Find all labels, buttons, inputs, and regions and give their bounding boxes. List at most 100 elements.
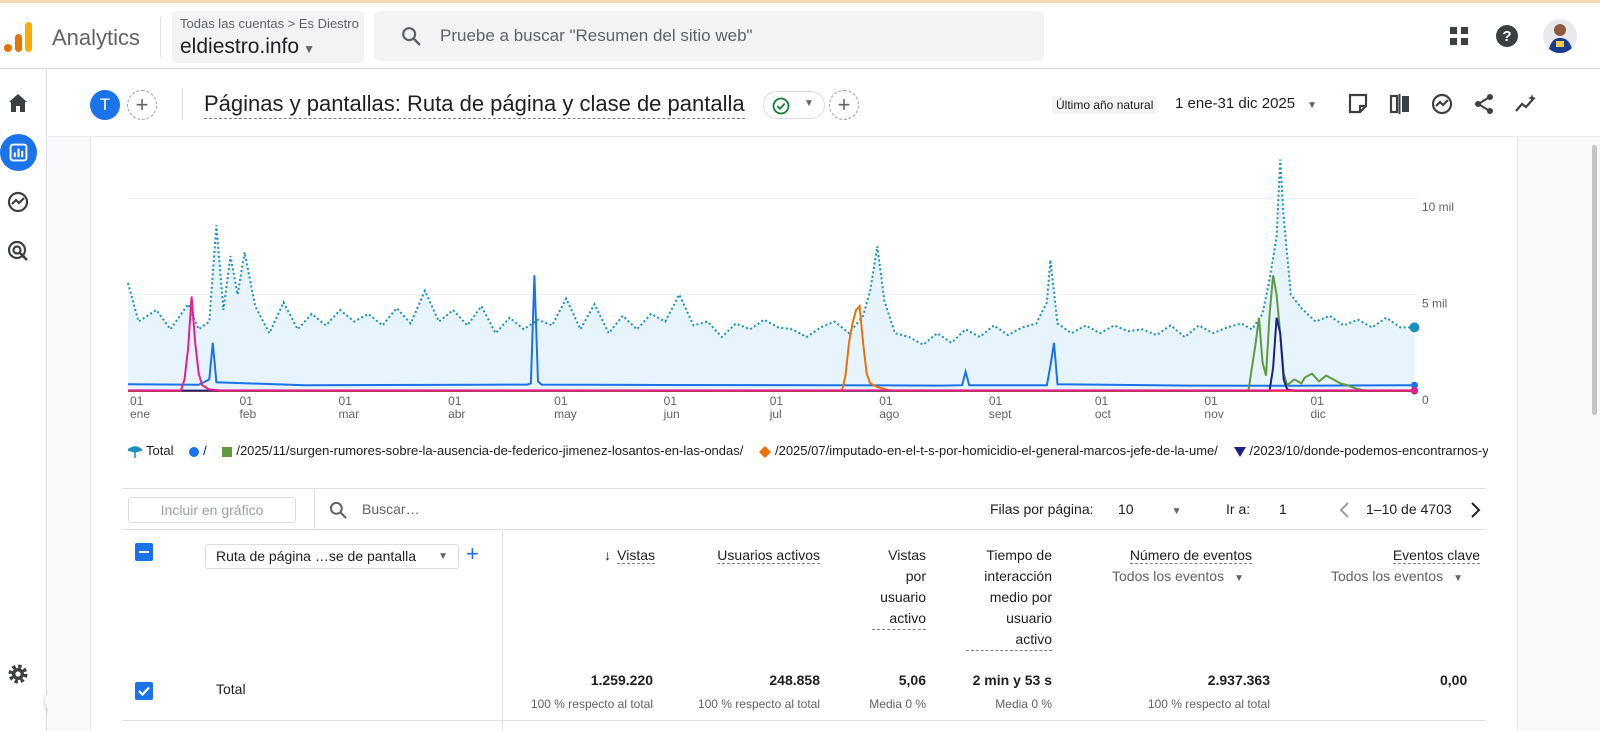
date-preset-chip[interactable]: Último año natural [1052, 96, 1158, 114]
series-endpoint-1 [1410, 381, 1418, 389]
column-label: Vistas [617, 547, 655, 564]
table-row-divider [122, 720, 1486, 721]
legend-label: Total [146, 443, 174, 458]
compare-columns-icon[interactable] [1388, 92, 1412, 116]
legend-label: /2025/07/imputado-en-el-t-s-por-homicidi… [774, 443, 1218, 458]
add-report-button[interactable]: + [829, 90, 859, 120]
reports-icon [9, 143, 28, 162]
series-line-2 [128, 275, 1415, 392]
total-row-checkbox[interactable] [135, 682, 153, 700]
legend-label: / [203, 443, 207, 458]
date-range-label: 1 ene-31 dic 2025 [1175, 95, 1296, 112]
x-tick-label: dic [1310, 407, 1325, 421]
table-column-divider [502, 530, 503, 731]
arrow-down-icon: ↓ [604, 547, 612, 563]
x-tick-label: 01 [770, 394, 784, 408]
legend-triangle-icon [1233, 446, 1246, 457]
caret-down-icon: ▼ [303, 42, 315, 56]
column-header-vistas[interactable]: ↓ Vistas [585, 545, 655, 566]
legend-label: /2023/10/donde-podemos-encontrarnos-y-co… [1249, 443, 1488, 458]
comparison-badge[interactable]: T [90, 90, 120, 120]
report-status-dropdown[interactable]: ▼ [763, 91, 825, 119]
caret-down-icon: ▼ [1307, 100, 1318, 111]
x-tick-label: 01 [1310, 394, 1324, 408]
x-tick-label: 01 [554, 394, 568, 408]
legend-item[interactable]: Total [128, 443, 179, 458]
nav-reports-active[interactable] [0, 134, 37, 171]
settings-gear-icon[interactable] [6, 662, 30, 686]
total-tiempo-interaccion: 2 min y 53 s [972, 672, 1052, 688]
caret-down-icon: ▼ [438, 551, 448, 562]
add-dimension-button[interactable]: + [466, 541, 479, 566]
date-range-picker[interactable]: 1 ene-31 dic 2025 ▼ [1175, 95, 1317, 112]
top-app-bar: Analytics Todas las cuentas > Es Diestro… [0, 3, 1600, 69]
series-line-1 [127, 275, 1415, 387]
caret-down-icon: ▼ [1171, 506, 1182, 517]
home-icon[interactable] [6, 91, 30, 115]
event-filter-dropdown[interactable]: Todos los eventos ▼ [1112, 568, 1244, 584]
column-header-usuarios-activos[interactable]: Usuarios activos [690, 545, 820, 566]
rows-per-page-select[interactable]: 10 ▼ [1118, 501, 1181, 517]
dimension-label: Ruta de página …se de pantalla [216, 548, 417, 564]
legend-diamond-icon [758, 445, 771, 458]
total-vistas-por-usuario: 5,06 [898, 672, 926, 688]
apps-grid-icon[interactable] [1447, 24, 1471, 48]
column-header-tiempo-interaccion[interactable]: Tiempo de interacción medio por usuario … [960, 545, 1052, 651]
chevron-right-icon[interactable] [1468, 501, 1482, 519]
total-row-label: Total [216, 681, 246, 697]
chart-legend: Total / /2025/11/surgen-rumores-sobre-la… [128, 443, 1488, 458]
add-comparison-button[interactable]: + [127, 90, 157, 120]
include-in-chart-button[interactable]: Incluir en gráfico [128, 497, 296, 523]
insights-icon[interactable] [1430, 92, 1454, 116]
legend-square-icon [222, 446, 233, 457]
pagination-range: 1–10 de 4703 [1366, 501, 1452, 517]
series-total-area [128, 159, 1415, 391]
legend-item[interactable]: / [189, 443, 213, 458]
goto-label: Ir a: [1226, 501, 1251, 517]
key-event-filter-dropdown[interactable]: Todos los eventos ▼ [1331, 568, 1463, 584]
y-tick-label: 10 mil [1422, 200, 1454, 214]
chevron-left-icon[interactable] [1338, 501, 1352, 519]
property-name: eldiestro.info ▼ [180, 35, 315, 59]
column-header-eventos-clave[interactable]: Eventos clave [1310, 545, 1480, 566]
total-vistas-sub: 100 % respecto al total [530, 697, 653, 711]
column-header-numero-eventos[interactable]: Número de eventos [1090, 545, 1252, 566]
share-icon[interactable] [1472, 92, 1496, 116]
help-icon[interactable]: ? [1495, 24, 1519, 48]
explore-icon[interactable] [6, 190, 30, 214]
account-selector[interactable]: Todas las cuentas > Es Diestro eldiestro… [172, 11, 364, 63]
top-accent-line [0, 0, 1600, 3]
x-tick-label: nov [1204, 407, 1223, 421]
legend-item[interactable]: /2025/11/surgen-rumores-sobre-la-ausenci… [222, 443, 749, 458]
check-circle-icon [772, 97, 790, 115]
customize-report-icon[interactable] [1346, 92, 1370, 116]
legend-label: /2025/11/surgen-rumores-sobre-la-ausenci… [236, 443, 744, 458]
dimension-selector[interactable]: Ruta de página …se de pantalla ▼ [205, 544, 459, 569]
x-tick-label: 01 [1095, 394, 1109, 408]
search-placeholder: Pruebe a buscar "Resumen del sitio web" [440, 26, 753, 45]
legend-item[interactable]: /2025/07/imputado-en-el-t-s-por-homicidi… [758, 443, 1224, 458]
page-scrollbar[interactable] [1592, 145, 1597, 415]
series-endpoint-5 [1410, 386, 1418, 394]
select-all-checkbox[interactable] [135, 543, 153, 561]
column-header-vistas-por-usuario[interactable]: Vistas por usuario activo [850, 545, 926, 630]
x-tick-label: mar [339, 407, 360, 421]
search-icon [329, 501, 347, 519]
x-tick-label: 01 [448, 394, 462, 408]
total-tiempo-sub: Media 0 % [995, 697, 1052, 711]
y-tick-label: 5 mil [1422, 297, 1447, 311]
column-label: Número de eventos [1129, 547, 1252, 564]
advertising-icon[interactable] [6, 239, 30, 263]
trend-sparkle-icon[interactable] [1514, 92, 1538, 116]
avatar[interactable] [1543, 19, 1577, 53]
global-search[interactable]: Pruebe a buscar "Resumen del sitio web" [374, 11, 1044, 61]
goto-page-input[interactable]: 1 [1279, 501, 1287, 517]
column-label: Tiempo de interacción medio por usuario … [966, 545, 1052, 651]
column-label: Eventos clave [1392, 547, 1480, 564]
x-tick-label: ago [879, 407, 899, 421]
legend-item[interactable]: /2023/10/donde-podemos-encontrarnos-y-co… [1233, 443, 1488, 458]
column-label: Vistas por usuario activo [872, 545, 926, 630]
event-filter-label: Todos los eventos [1112, 568, 1225, 584]
svg-text:?: ? [1502, 28, 1511, 45]
table-search-input[interactable]: Buscar… [362, 501, 420, 517]
